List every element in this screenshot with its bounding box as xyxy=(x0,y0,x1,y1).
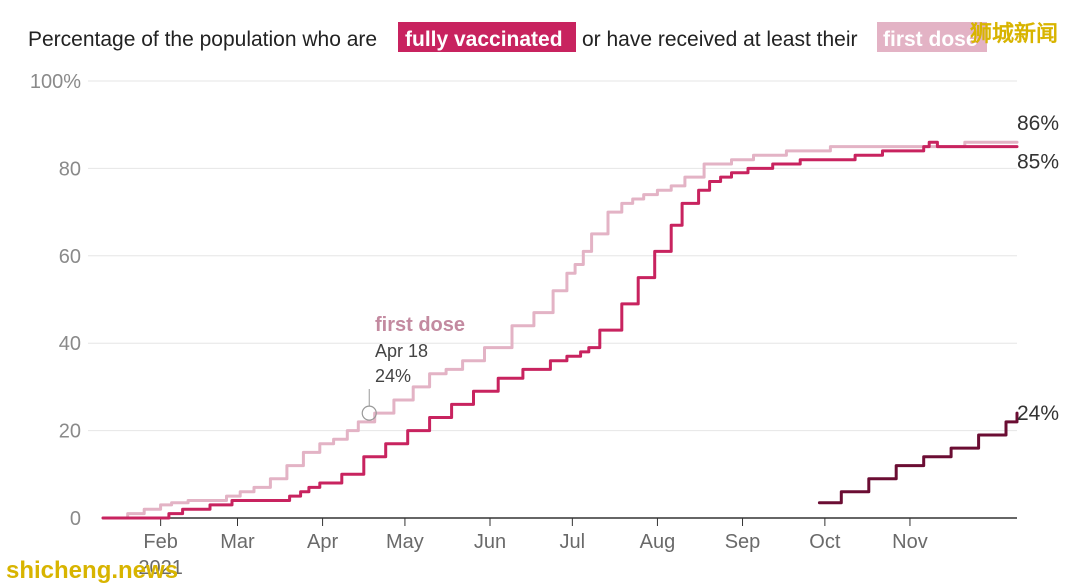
annotation-title: first dose xyxy=(375,314,465,336)
first-dose-badge xyxy=(877,22,987,52)
y-tick-label: 40 xyxy=(59,333,81,355)
end-label-fully-vaccinated: 85% xyxy=(1017,151,1059,174)
annotation-value: 24% xyxy=(375,366,411,386)
x-tick-label: Nov xyxy=(892,531,928,553)
x-tick-label: Jul xyxy=(560,531,586,553)
y-tick-label: 80 xyxy=(59,158,81,180)
x-tick-label: May xyxy=(386,531,424,553)
end-label-first-dose: 86% xyxy=(1017,112,1059,135)
annotation-date: Apr 18 xyxy=(375,341,428,361)
x-tick-label: Aug xyxy=(640,531,676,553)
annotation: first dose Apr 18 24% xyxy=(361,314,465,421)
y-tick-label: 0 xyxy=(70,508,81,530)
first-dose-badge-label: first dose xyxy=(883,28,978,51)
x-year-label: 2021 xyxy=(138,557,183,579)
x-axis-ticks: Feb Mar Apr May Jun Jul Aug Sep Oct Nov 2021 xyxy=(138,518,928,579)
y-tick-label: 100% xyxy=(30,71,81,93)
header-prefix: Percentage of the population who are xyxy=(28,28,377,51)
header-middle: or have received at least their xyxy=(582,28,857,51)
watermark-top-right: 狮城新闻 xyxy=(970,21,1058,46)
series-line-booster xyxy=(817,411,1019,505)
end-label-booster: 24% xyxy=(1017,402,1059,425)
series-line-fully-vaccinated xyxy=(101,140,1019,520)
x-tick-label: Oct xyxy=(809,531,841,553)
y-tick-label: 20 xyxy=(59,421,81,443)
gridlines xyxy=(88,80,1017,432)
series-line-first-dose xyxy=(101,140,1019,520)
annotation-marker xyxy=(361,405,377,421)
fully-vaccinated-badge-label: fully vaccinated xyxy=(405,28,563,51)
fully-vaccinated-badge xyxy=(398,22,576,52)
x-tick-label: Apr xyxy=(307,531,338,553)
x-tick-label: Mar xyxy=(220,531,255,553)
y-axis-ticks: 0 20 40 60 80 100% xyxy=(30,71,81,530)
series-lines xyxy=(101,140,1019,520)
watermark-bottom-left: shicheng.news xyxy=(6,557,178,584)
x-tick-label: Feb xyxy=(143,531,177,553)
y-tick-label: 60 xyxy=(59,246,81,268)
x-tick-label: Jun xyxy=(474,531,506,553)
x-tick-label: Sep xyxy=(725,531,761,553)
end-labels: 86% 85% 24% xyxy=(1017,112,1059,425)
